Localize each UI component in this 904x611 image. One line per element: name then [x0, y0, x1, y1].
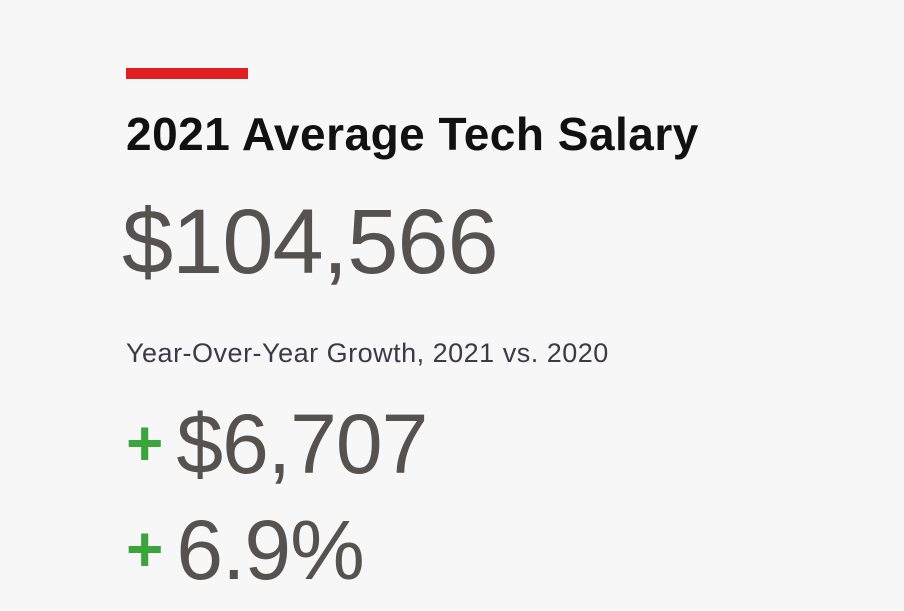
- growth-row: +6.9%: [126, 508, 365, 592]
- plus-sign: +: [126, 513, 163, 585]
- title: 2021 Average Tech Salary: [126, 108, 699, 160]
- growth-label: Year-Over-Year Growth, 2021 vs. 2020: [126, 338, 609, 368]
- salary: $104,566: [122, 191, 499, 293]
- growth-value: 6.9%: [176, 503, 364, 597]
- growth-row: + $6,707: [126, 402, 428, 486]
- accent-bar: [126, 68, 248, 79]
- plus-sign: +: [126, 407, 163, 479]
- growth-value: $6,707: [176, 397, 428, 491]
